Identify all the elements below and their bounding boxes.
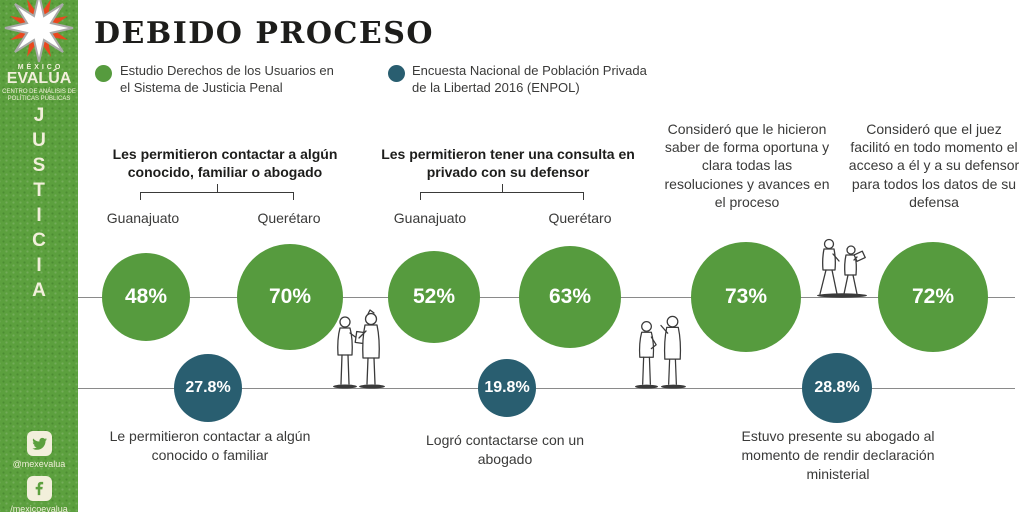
bubble-value: 52% xyxy=(412,285,456,308)
bubble-green-resoluciones: 73% xyxy=(691,242,801,352)
brand-evalua: EVALÚA xyxy=(6,70,72,87)
twitter-handle[interactable]: @mexevalua xyxy=(12,459,66,469)
bubble-value: 48% xyxy=(124,285,168,308)
teal-row-baseline xyxy=(78,388,1015,389)
group1-heading: Les permitieron contactar a algún conoci… xyxy=(112,146,338,180)
vertical-letter: T xyxy=(33,180,45,201)
group1-label-queretaro: Querétaro xyxy=(257,210,321,226)
col3-heading: Consideró que le hicieron saber de forma… xyxy=(664,121,830,210)
bubble-green-guanajuato-contactar: 48% xyxy=(102,253,190,341)
bubble-value: 73% xyxy=(724,285,768,308)
mexico-evalua-star-logo-icon xyxy=(4,0,74,63)
vertical-word-justicia: J U S T I C I A xyxy=(0,106,78,300)
people-illustration xyxy=(634,315,686,389)
bubble-green-queretaro-contactar: 70% xyxy=(237,244,343,350)
social-links: @mexevalua /mexicoevalua xyxy=(0,431,78,512)
bubble-teal-abogado: 19.8% xyxy=(478,359,536,417)
bubble-green-juez-acceso: 72% xyxy=(878,242,988,352)
facebook-handle[interactable]: /mexicoevalua xyxy=(10,504,68,512)
vertical-letter: C xyxy=(32,230,46,251)
group2-label-queretaro: Querétaro xyxy=(548,210,612,226)
brand-subtitle: CENTRO DE ANÁLISIS DE POLÍTICAS PÚBLICAS xyxy=(2,89,76,103)
sidebar: MÉXICO EVALÚA CENTRO DE ANÁLISIS DE POLÍ… xyxy=(0,0,78,512)
vertical-letter: I xyxy=(36,255,42,276)
group2-bracket xyxy=(420,184,584,200)
facebook-icon[interactable] xyxy=(26,476,52,501)
bubble-green-queretaro-consulta: 63% xyxy=(519,246,621,348)
group2-label-guanajuato: Guanajuato xyxy=(393,210,467,226)
bubble-teal-declaracion: 28.8% xyxy=(802,353,872,423)
people-illustration xyxy=(333,309,385,389)
brand-block: MÉXICO EVALÚA CENTRO DE ANÁLISIS DE POLÍ… xyxy=(0,64,78,103)
vertical-letter: U xyxy=(32,130,46,151)
group2-heading: Les permitieron tener una consulta en pr… xyxy=(381,146,635,180)
legend-label-green: Estudio Derechos de los Usuarios en el S… xyxy=(120,63,334,95)
bubble-teal-contactar: 27.8% xyxy=(174,354,242,422)
group1-bracket xyxy=(140,184,294,200)
bubble-value: 28.8% xyxy=(814,379,860,396)
legend-teal-dot-icon xyxy=(388,65,405,82)
group1-label-guanajuato: Guanajuato xyxy=(106,210,180,226)
brand-mexico: MÉXICO xyxy=(17,64,64,71)
vertical-letter: I xyxy=(36,205,42,226)
legend-label-teal: Encuesta Nacional de Población Privada d… xyxy=(412,63,647,95)
page-title: DEBIDO PROCESO xyxy=(94,16,435,51)
bubble-value: 63% xyxy=(548,285,592,308)
bubble-value: 27.8% xyxy=(185,379,231,396)
caption-teal-declaracion: Estuvo presente su abogado al momento de… xyxy=(741,428,935,482)
bubble-green-guanajuato-consulta: 52% xyxy=(388,251,480,343)
people-illustration xyxy=(817,238,867,298)
col4-heading: Consideró que el juez facilitó en todo m… xyxy=(848,121,1020,210)
bubble-value: 70% xyxy=(268,285,312,308)
twitter-icon[interactable] xyxy=(26,431,52,456)
bubble-value: 19.8% xyxy=(484,379,530,396)
caption-teal-abogado: Logró contactarse con un abogado xyxy=(426,432,584,467)
vertical-letter: J xyxy=(33,105,45,126)
legend-green-dot-icon xyxy=(95,65,112,82)
vertical-letter: A xyxy=(32,280,46,301)
bubble-value: 72% xyxy=(911,285,955,308)
caption-teal-contactar: Le permitieron contactar a algún conocid… xyxy=(109,428,311,463)
vertical-letter: S xyxy=(32,155,46,176)
